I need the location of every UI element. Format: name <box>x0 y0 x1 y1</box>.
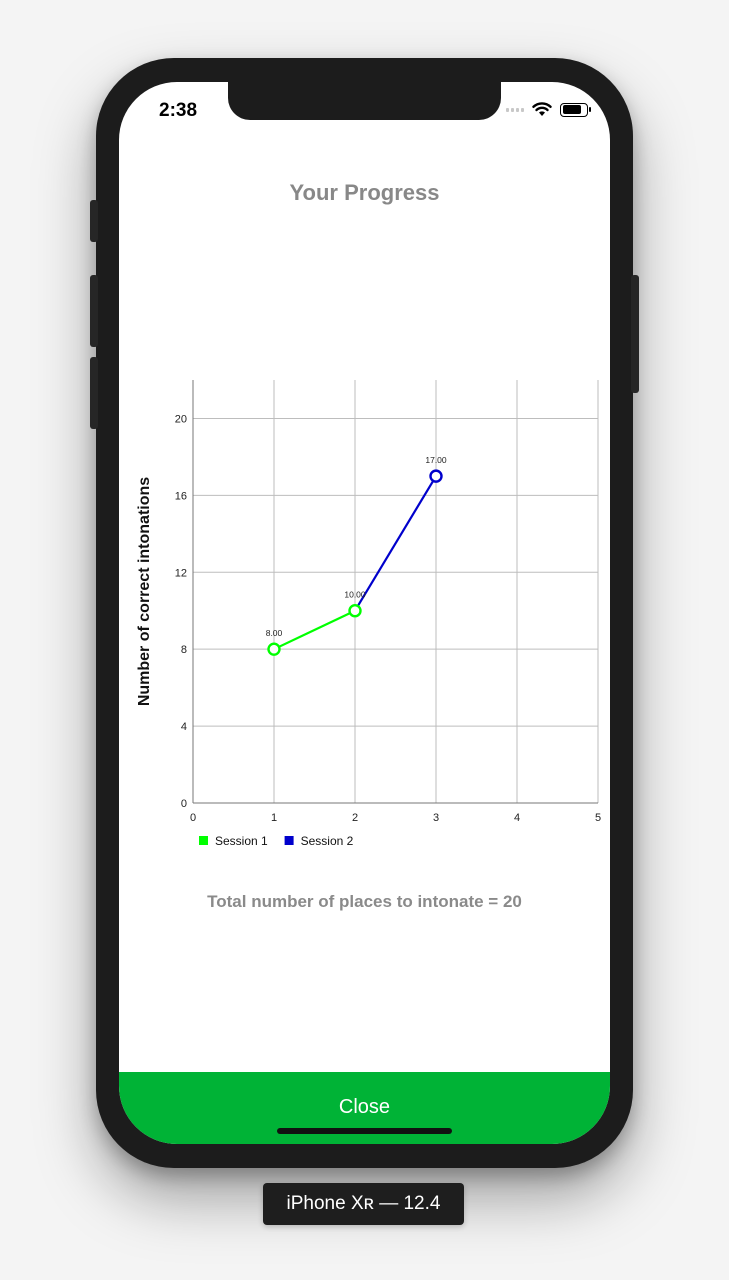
y-tick-label: 0 <box>181 798 187 810</box>
cellular-signal-icon <box>506 107 524 112</box>
y-tick-label: 4 <box>181 721 187 733</box>
app-screen: 2:38 Your Progress 0 1 2 3 4 5 0 4 8 12 16 20 Number… <box>119 82 610 1144</box>
data-label: 8.00 <box>266 628 283 638</box>
y-tick-label: 8 <box>181 644 187 656</box>
series-line-2 <box>354 475 437 612</box>
data-point <box>267 642 281 656</box>
data-point <box>348 604 362 618</box>
mute-switch <box>90 200 98 242</box>
legend-swatch-2 <box>284 836 294 845</box>
device-label: iPhone Xʀ — 12.4 <box>263 1183 464 1225</box>
battery-icon <box>560 102 591 117</box>
x-tick-label: 5 <box>595 812 601 824</box>
y-tick-label: 16 <box>175 490 187 502</box>
notch <box>228 82 501 120</box>
x-tick-label: 3 <box>433 812 439 824</box>
status-time: 2:38 <box>159 100 198 121</box>
x-tick-label: 1 <box>271 812 277 824</box>
y-tick-label: 20 <box>175 413 187 425</box>
page-title: Your Progress <box>289 180 440 205</box>
data-point <box>429 469 443 483</box>
wifi-icon <box>532 102 552 116</box>
volume-down-button <box>90 357 98 429</box>
status-icons <box>506 102 591 117</box>
x-tick-label: 0 <box>190 812 196 824</box>
y-tick-label: 12 <box>175 567 187 579</box>
total-places-text: Total number of places to intonate = 20 <box>207 892 522 911</box>
home-indicator <box>277 1128 452 1134</box>
legend-swatch-1 <box>199 836 208 845</box>
volume-up-button <box>90 275 98 347</box>
series-line-1 <box>273 609 356 651</box>
x-tick-label: 4 <box>514 812 520 824</box>
data-label: 10.00 <box>344 590 366 600</box>
x-tick-label: 2 <box>352 812 358 824</box>
legend-label-2: Session 2 <box>301 834 354 848</box>
legend-label-1: Session 1 <box>215 834 268 848</box>
power-button <box>631 275 639 393</box>
y-axis-label: Number of correct intonations <box>136 477 153 706</box>
data-label: 17.00 <box>425 455 447 465</box>
